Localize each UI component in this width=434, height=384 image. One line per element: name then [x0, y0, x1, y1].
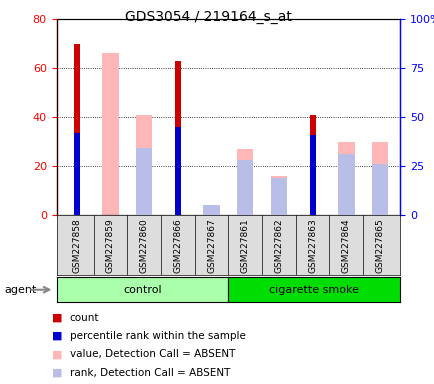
Text: count: count: [69, 313, 99, 323]
Text: GSM227862: GSM227862: [274, 218, 283, 273]
Bar: [371, 164, 388, 215]
Text: ■: ■: [52, 331, 62, 341]
Text: control: control: [123, 285, 161, 295]
Bar: [337, 154, 354, 215]
Bar: [237, 149, 253, 215]
Bar: [309, 115, 315, 215]
Text: agent: agent: [4, 285, 36, 295]
Text: percentile rank within the sample: percentile rank within the sample: [69, 331, 245, 341]
Bar: [102, 53, 118, 215]
Bar: [270, 178, 286, 215]
Text: GSM227861: GSM227861: [240, 218, 249, 273]
Bar: [203, 205, 219, 215]
Text: GSM227867: GSM227867: [207, 218, 216, 273]
Text: GSM227863: GSM227863: [307, 218, 316, 273]
Text: GSM227858: GSM227858: [72, 218, 81, 273]
Text: GDS3054 / 219164_s_at: GDS3054 / 219164_s_at: [125, 10, 292, 23]
Text: ■: ■: [52, 313, 62, 323]
Bar: [337, 142, 354, 215]
Bar: [237, 160, 253, 215]
Text: GSM227866: GSM227866: [173, 218, 182, 273]
Text: cigarette smoke: cigarette smoke: [269, 285, 358, 295]
Bar: [135, 115, 152, 215]
Text: GSM227864: GSM227864: [341, 218, 350, 273]
Text: GSM227860: GSM227860: [139, 218, 148, 273]
Bar: [74, 133, 79, 215]
Text: ■: ■: [52, 368, 62, 378]
Text: GSM227865: GSM227865: [375, 218, 384, 273]
Text: value, Detection Call = ABSENT: value, Detection Call = ABSENT: [69, 349, 234, 359]
Bar: [74, 44, 79, 215]
Bar: [270, 176, 286, 215]
Bar: [309, 135, 315, 215]
Bar: [135, 149, 152, 215]
Bar: [371, 142, 388, 215]
Text: GSM227859: GSM227859: [106, 218, 115, 273]
Text: rank, Detection Call = ABSENT: rank, Detection Call = ABSENT: [69, 368, 230, 378]
Bar: [174, 61, 181, 215]
Text: ■: ■: [52, 349, 62, 359]
Bar: [174, 127, 181, 215]
